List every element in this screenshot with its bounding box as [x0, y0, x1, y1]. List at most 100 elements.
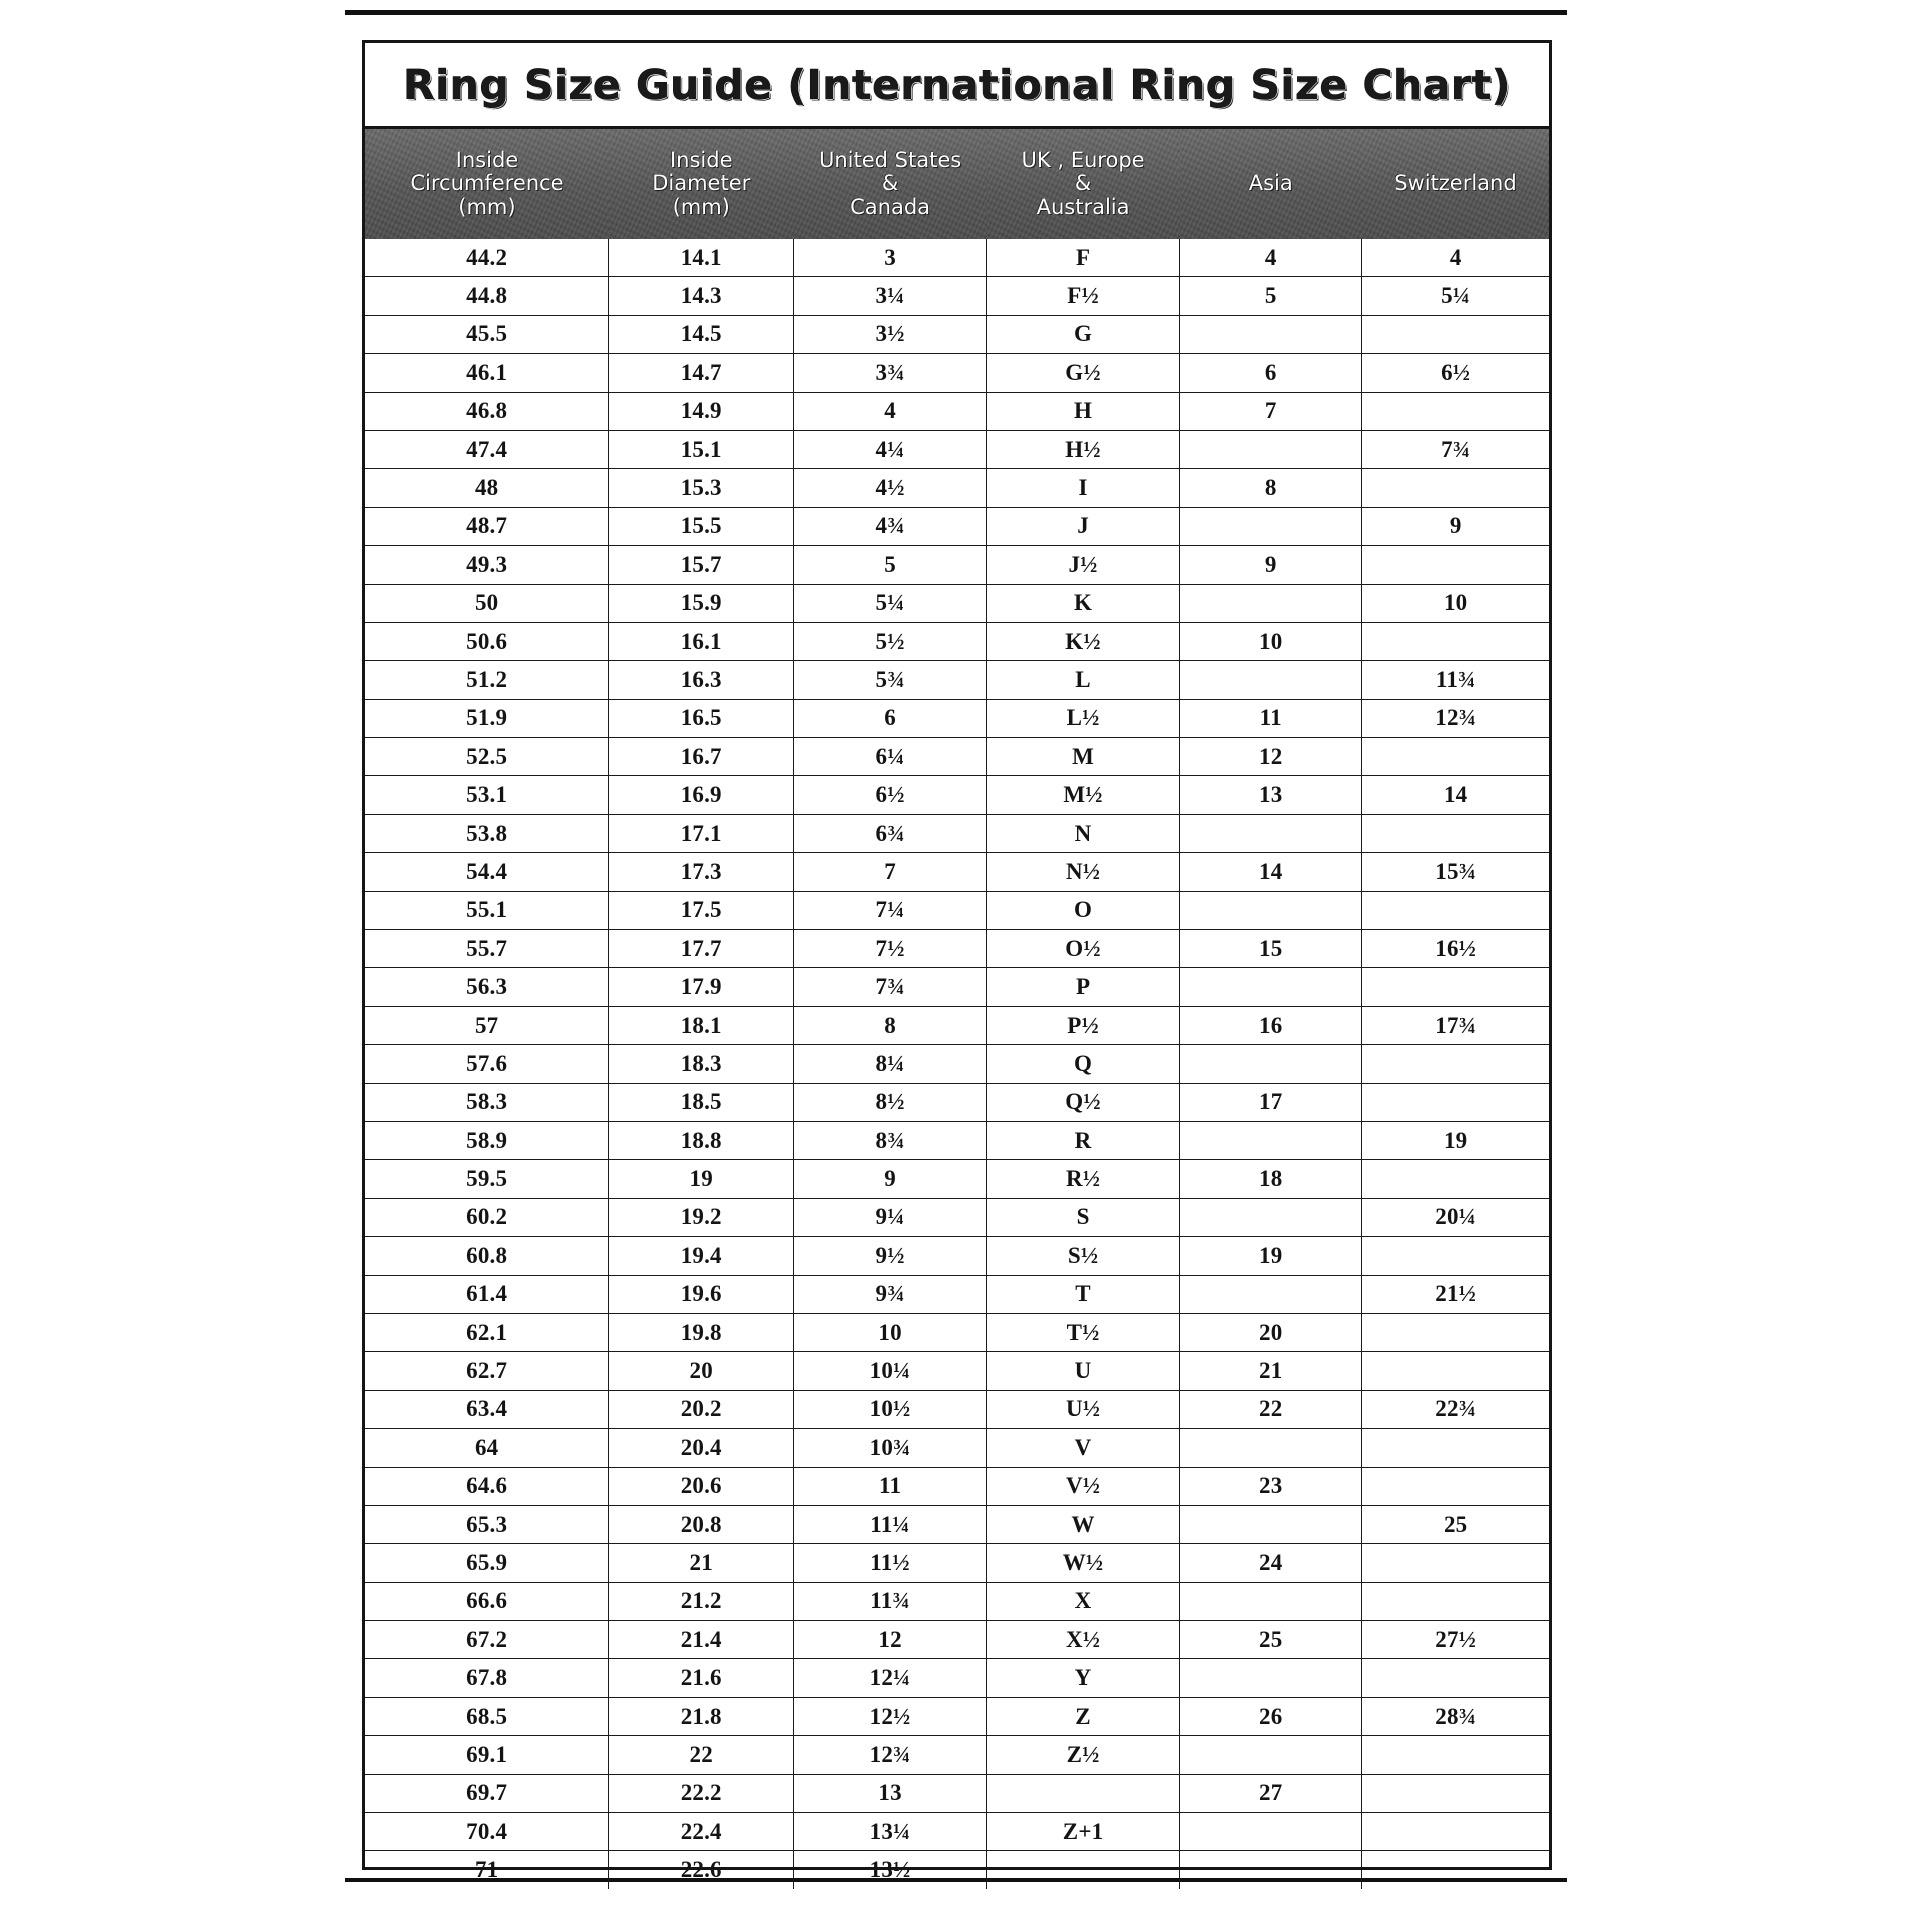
cell-diameter: 16.5 — [608, 699, 795, 739]
table-row: 48.7 15.5 4¾ J 9 — [365, 507, 1549, 547]
cell-usa: 11½ — [793, 1543, 988, 1583]
table-row: 71 22.6 13½ — [365, 1850, 1549, 1889]
cell-circumference: 62.1 — [365, 1313, 610, 1353]
cell-circumference: 71 — [365, 1850, 610, 1889]
cell-usa: 11¾ — [793, 1582, 988, 1622]
cell-circumference: 65.3 — [365, 1505, 610, 1545]
cell-uk: V — [986, 1428, 1181, 1468]
cell-uk — [986, 1774, 1181, 1814]
cell-asia: 17 — [1179, 1083, 1363, 1122]
cell-diameter: 14.3 — [608, 276, 795, 316]
cell-circumference: 51.9 — [365, 699, 610, 739]
cell-usa: 5 — [793, 545, 988, 585]
table-row: 46.8 14.9 4 H 7 — [365, 392, 1549, 431]
cell-circumference: 70.4 — [365, 1812, 610, 1852]
cell-switzerland: 19 — [1361, 1121, 1549, 1161]
cell-circumference: 48.7 — [365, 507, 610, 547]
table-row: 60.2 19.2 9¼ S 20¼ — [365, 1198, 1549, 1238]
table-row: 50.6 16.1 5½ K½ 10 — [365, 622, 1549, 662]
cell-uk: X½ — [986, 1620, 1181, 1660]
cell-asia: 6 — [1179, 353, 1363, 393]
table-row: 67.8 21.6 12¼ Y — [365, 1658, 1549, 1698]
cell-switzerland — [1361, 814, 1549, 854]
cell-usa: 9½ — [793, 1236, 988, 1276]
cell-switzerland — [1361, 622, 1549, 662]
chart-title-band: Ring Size Guide (International Ring Size… — [365, 43, 1549, 129]
cell-diameter: 20 — [608, 1351, 795, 1391]
cell-asia: 27 — [1179, 1774, 1363, 1814]
table-row: 58.3 18.5 8½ Q½ 17 — [365, 1083, 1549, 1122]
cell-diameter: 20.6 — [608, 1467, 795, 1506]
cell-diameter: 17.3 — [608, 852, 795, 892]
table-row: 53.8 17.1 6¾ N — [365, 814, 1549, 854]
cell-uk: T½ — [986, 1313, 1181, 1353]
cell-uk: Q — [986, 1044, 1181, 1084]
cell-diameter: 15.1 — [608, 430, 795, 470]
cell-diameter: 20.4 — [608, 1428, 795, 1468]
cell-asia — [1179, 1121, 1363, 1161]
cell-asia: 9 — [1179, 545, 1363, 585]
table-row: 63.4 20.2 10½ U½ 22 22¾ — [365, 1390, 1549, 1430]
table-row: 59.5 19 9 R½ 18 — [365, 1159, 1549, 1199]
table-row: 67.2 21.4 12 X½ 25 27½ — [365, 1620, 1549, 1660]
cell-circumference: 60.8 — [365, 1236, 610, 1276]
cell-circumference: 62.7 — [365, 1351, 610, 1391]
cell-asia — [1179, 660, 1363, 700]
cell-uk: R — [986, 1121, 1181, 1161]
cell-usa: 8¼ — [793, 1044, 988, 1084]
cell-asia — [1179, 584, 1363, 623]
cell-diameter: 16.3 — [608, 660, 795, 700]
cell-diameter: 16.1 — [608, 622, 795, 662]
cell-uk: J — [986, 507, 1181, 547]
cell-diameter: 21.8 — [608, 1697, 795, 1737]
sheet-top-rule — [345, 10, 1567, 15]
cell-usa: 6¼ — [793, 737, 988, 777]
cell-diameter: 20.2 — [608, 1390, 795, 1430]
cell-usa: 8 — [793, 1006, 988, 1046]
cell-asia: 25 — [1179, 1620, 1363, 1660]
table-body: 44.2 14.1 3 F 4 4 44.8 14.3 3¼ F½ 5 5¼ 45.5 14.5 3½ G 46… — [365, 239, 1549, 1889]
cell-uk: O — [986, 891, 1181, 931]
table-row: 69.7 22.2 13 27 — [365, 1774, 1549, 1814]
cell-diameter: 21.2 — [608, 1582, 795, 1622]
table-row: 62.7 20 10¼ U 21 — [365, 1351, 1549, 1391]
cell-asia — [1179, 1198, 1363, 1238]
cell-switzerland — [1361, 967, 1549, 1007]
cell-switzerland: 4 — [1361, 239, 1549, 278]
cell-diameter: 20.8 — [608, 1505, 795, 1545]
cell-usa: 7 — [793, 852, 988, 892]
cell-uk: W½ — [986, 1543, 1181, 1583]
cell-usa: 12¾ — [793, 1735, 988, 1775]
column-header-uk-europe-australia: UK , Europe & Australia — [987, 129, 1180, 239]
table-row: 70.4 22.4 13¼ Z+1 — [365, 1812, 1549, 1852]
cell-uk: G — [986, 315, 1181, 355]
ring-size-chart-card: Ring Size Guide (International Ring Size… — [362, 40, 1552, 1889]
cell-asia — [1179, 1658, 1363, 1698]
cell-diameter: 19 — [608, 1159, 795, 1199]
cell-switzerland: 27½ — [1361, 1620, 1549, 1660]
cell-usa: 9¾ — [793, 1275, 988, 1314]
cell-diameter: 15.3 — [608, 468, 795, 508]
cell-circumference: 46.8 — [365, 392, 610, 431]
cell-usa: 10¾ — [793, 1428, 988, 1468]
cell-usa: 13 — [793, 1774, 988, 1814]
cell-usa: 5½ — [793, 622, 988, 662]
cell-switzerland: 16½ — [1361, 929, 1549, 969]
cell-uk: S½ — [986, 1236, 1181, 1276]
cell-uk: P — [986, 967, 1181, 1007]
cell-circumference: 50 — [365, 584, 610, 623]
cell-circumference: 55.7 — [365, 929, 610, 969]
cell-diameter: 18.8 — [608, 1121, 795, 1161]
cell-circumference: 53.1 — [365, 775, 610, 815]
cell-usa: 12 — [793, 1620, 988, 1660]
cell-diameter: 18.1 — [608, 1006, 795, 1046]
cell-asia: 26 — [1179, 1697, 1363, 1737]
cell-usa: 8½ — [793, 1083, 988, 1122]
table-row: 49.3 15.7 5 J½ 9 — [365, 545, 1549, 585]
cell-asia: 16 — [1179, 1006, 1363, 1046]
cell-uk: Y — [986, 1658, 1181, 1698]
header-line: UK , Europe — [1021, 147, 1145, 172]
cell-asia: 10 — [1179, 622, 1363, 662]
cell-diameter: 17.7 — [608, 929, 795, 969]
